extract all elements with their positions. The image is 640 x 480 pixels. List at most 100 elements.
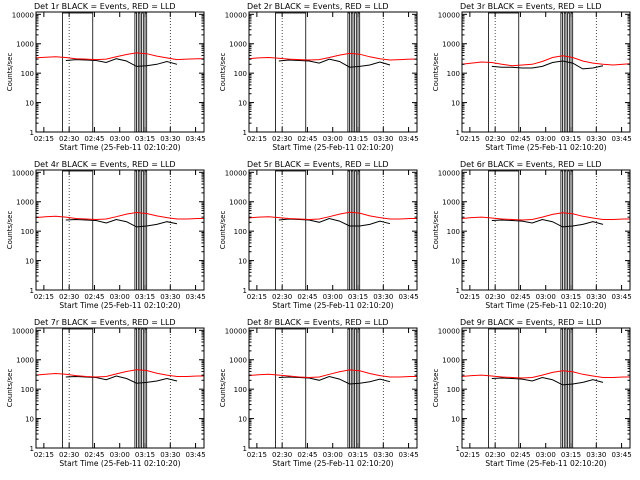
y-tick-label: 1 [243, 287, 247, 295]
series-line-lld [248, 369, 417, 379]
series-line-events [278, 375, 391, 385]
data-gap-box [350, 12, 354, 133]
x-tick-label: 03:15 [135, 135, 155, 143]
y-tick-label: 1000 [16, 41, 34, 49]
x-axis-label: Start Time (25-Feb-11 02:10:20) [272, 459, 393, 468]
data-gap-box [275, 12, 307, 133]
x-tick-label: 02:30 [485, 293, 505, 301]
data-gap-box [563, 328, 567, 449]
data-gap-box [275, 328, 307, 449]
x-tick-label: 02:15 [247, 135, 267, 143]
y-tick-label: 100 [447, 70, 460, 78]
data-gap-box [62, 12, 94, 133]
data-gap-box [144, 328, 148, 449]
x-tick-label: 03:15 [348, 135, 368, 143]
data-gap-box [570, 12, 574, 133]
y-tick-label: 1000 [229, 199, 247, 207]
y-tick-label: 1 [243, 445, 247, 453]
chart-panel-6: Det 6r BLACK = Events, RED = LLD 1 10 100 10… [432, 160, 632, 310]
series-line-events [278, 58, 391, 68]
data-gap-box [354, 328, 357, 449]
chart-title: Det 9r BLACK = Events, RED = LLD [460, 318, 602, 327]
x-tick-label: 03:30 [160, 293, 180, 301]
x-tick-label: 03:00 [110, 451, 130, 459]
y-axis-label: Counts/sec [6, 211, 14, 250]
y-tick-label: 10 [25, 100, 34, 108]
x-tick-label: 02:45 [510, 451, 530, 459]
x-tick-label: 03:45 [398, 293, 418, 301]
y-tick-label: 100 [21, 386, 34, 394]
y-tick-label: 10000 [225, 327, 247, 335]
x-tick-label: 03:00 [323, 451, 343, 459]
chart-title: Det 1r BLACK = Events, RED = LLD [34, 2, 176, 11]
y-tick-label: 1000 [442, 41, 460, 49]
series-line-lld [35, 52, 204, 61]
x-tick-label: 02:30 [59, 451, 79, 459]
y-tick-label: 10 [451, 416, 460, 424]
x-tick-label: 02:30 [59, 135, 79, 143]
x-tick-label: 03:30 [586, 293, 606, 301]
chart-title: Det 5r BLACK = Events, RED = LLD [247, 160, 389, 169]
chart-panel-5: Det 5r BLACK = Events, RED = LLD 1 10 100 10… [219, 160, 419, 310]
x-tick-label: 03:00 [536, 293, 556, 301]
plot-frame [35, 11, 205, 133]
plot-frame [35, 169, 205, 291]
data-gap-box [350, 170, 354, 291]
x-tick-label: 02:30 [59, 293, 79, 301]
y-tick-label: 100 [234, 228, 247, 236]
x-tick-label: 03:45 [185, 135, 205, 143]
y-tick-label: 1000 [442, 199, 460, 207]
data-gap-box [563, 170, 567, 291]
x-tick-label: 02:30 [272, 135, 292, 143]
y-tick-label: 1000 [229, 41, 247, 49]
y-axis-label: Counts/sec [432, 369, 440, 408]
data-gap-box [62, 170, 94, 291]
x-tick-label: 02:15 [247, 451, 267, 459]
data-gap-box [357, 12, 361, 133]
data-gap-box [563, 12, 567, 133]
x-axis-label: Start Time (25-Feb-11 02:10:20) [59, 143, 180, 152]
series-line-events [278, 217, 391, 227]
x-tick-label: 03:15 [348, 293, 368, 301]
x-tick-label: 02:45 [510, 135, 530, 143]
x-tick-label: 02:45 [297, 135, 317, 143]
x-tick-label: 03:15 [561, 135, 581, 143]
data-gap-box [137, 12, 141, 133]
x-tick-label: 03:45 [185, 293, 205, 301]
x-axis-label: Start Time (25-Feb-11 02:10:20) [272, 301, 393, 310]
plot-frame [35, 327, 205, 449]
x-tick-label: 03:30 [160, 135, 180, 143]
x-tick-label: 02:45 [510, 293, 530, 301]
chart-title: Det 2r BLACK = Events, RED = LLD [247, 2, 389, 11]
data-gap-box [350, 328, 354, 449]
x-tick-label: 02:45 [297, 451, 317, 459]
chart-panel-7: Det 7r BLACK = Events, RED = LLD 1 10 100 10… [6, 318, 206, 468]
data-gap-box [141, 12, 144, 133]
chart-panel-4: Det 4r BLACK = Events, RED = LLD 1 10 100 10… [6, 160, 206, 310]
y-tick-label: 10 [25, 258, 34, 266]
chart-panel-3: Det 3r BLACK = Events, RED = LLD 1 10 100 10… [432, 2, 632, 152]
data-gap-box [560, 12, 563, 133]
y-tick-label: 10 [238, 100, 247, 108]
x-tick-label: 03:00 [536, 135, 556, 143]
x-tick-label: 03:45 [611, 135, 631, 143]
plot-frame [248, 11, 418, 133]
data-gap-box [354, 170, 357, 291]
x-axis-label: Start Time (25-Feb-11 02:10:20) [485, 459, 606, 468]
y-tick-label: 10000 [12, 327, 34, 335]
plot-frame [461, 327, 631, 449]
series-line-events [65, 58, 178, 67]
series-line-lld [35, 211, 204, 221]
plot-frame [461, 169, 631, 291]
y-tick-label: 10000 [438, 169, 460, 177]
x-axis-label: Start Time (25-Feb-11 02:10:20) [59, 301, 180, 310]
y-tick-label: 10 [25, 416, 34, 424]
data-gap-box [560, 328, 563, 449]
series-line-events [65, 375, 178, 384]
chart-title: Det 6r BLACK = Events, RED = LLD [460, 160, 602, 169]
x-tick-label: 02:15 [460, 451, 480, 459]
y-tick-label: 1 [456, 129, 460, 137]
x-tick-label: 02:45 [84, 451, 104, 459]
data-gap-box [137, 170, 141, 291]
data-gap-box [144, 12, 148, 133]
